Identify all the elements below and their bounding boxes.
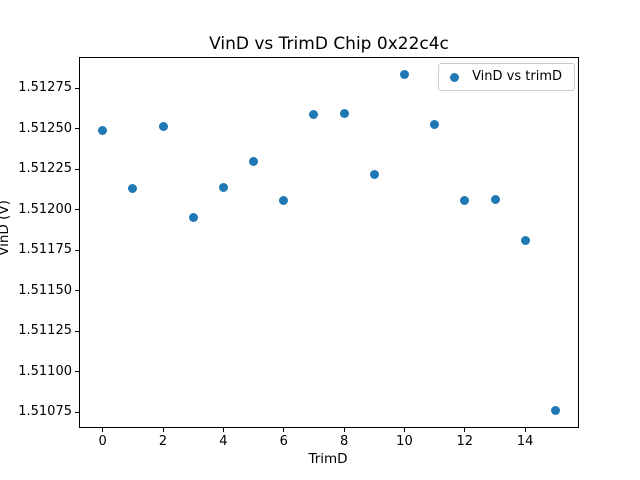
y-tick: [75, 290, 79, 292]
y-tick: [75, 87, 79, 89]
data-point: [430, 120, 440, 130]
data-point: [249, 156, 259, 166]
x-tick: [524, 428, 526, 432]
x-tick: [343, 428, 345, 432]
data-point: [369, 169, 379, 179]
y-tick-label: 1.51150: [18, 282, 72, 298]
x-tick-label: 4: [219, 434, 228, 449]
x-tick-label: 0: [98, 434, 107, 449]
data-point: [98, 126, 108, 136]
x-tick: [283, 428, 285, 432]
legend-marker-icon: [450, 72, 460, 82]
data-point: [339, 108, 349, 118]
data-point: [520, 235, 530, 245]
x-tick-label: 6: [279, 434, 288, 449]
y-tick: [75, 249, 79, 251]
data-point: [460, 195, 470, 205]
y-tick-label: 1.51075: [18, 404, 72, 420]
y-tick: [75, 168, 79, 170]
y-tick-label: 1.51225: [18, 161, 72, 177]
data-point: [188, 213, 198, 223]
y-tick: [75, 128, 79, 130]
plot-area: 0 2 4 6 8 10 12 14 1.51075 1.51100 1.51125 1.51150…: [18, 57, 579, 449]
data-point: [550, 406, 560, 416]
legend: VinD vs trimD: [438, 63, 575, 91]
x-tick-label: 14: [516, 434, 534, 449]
x-tick-label: 2: [158, 434, 168, 449]
x-tick-label: 8: [339, 434, 349, 449]
chart-title: VinD vs TrimD Chip 0x22c4c: [209, 34, 449, 54]
y-tick-label: 1.51175: [18, 242, 72, 258]
x-tick: [222, 428, 224, 432]
y-axis-label: VinD (V): [0, 200, 12, 256]
legend-label: VinD vs trimD: [472, 69, 562, 84]
y-tick-label: 1.51275: [18, 80, 72, 96]
y-tick-label: 1.51250: [18, 120, 72, 136]
x-axis-label: TrimD: [308, 451, 348, 467]
y-tick-label: 1.51125: [18, 323, 72, 339]
x-tick: [403, 428, 405, 432]
data-point: [309, 110, 319, 120]
y-tick: [75, 209, 79, 211]
data-point: [128, 184, 138, 194]
x-tick: [464, 428, 466, 432]
data-point: [158, 122, 168, 132]
x-tick-label: 12: [456, 434, 474, 449]
data-point: [279, 195, 289, 205]
x-tick: [102, 428, 104, 432]
data-point: [490, 194, 500, 204]
y-tick: [75, 371, 79, 373]
y-tick-label: 1.51200: [18, 201, 72, 217]
y-tick: [75, 411, 79, 413]
x-tick-label: 10: [396, 434, 413, 449]
x-tick: [162, 428, 164, 432]
y-tick-label: 1.51100: [18, 363, 72, 379]
y-tick: [75, 330, 79, 332]
data-point: [218, 183, 228, 193]
data-point: [399, 70, 409, 80]
